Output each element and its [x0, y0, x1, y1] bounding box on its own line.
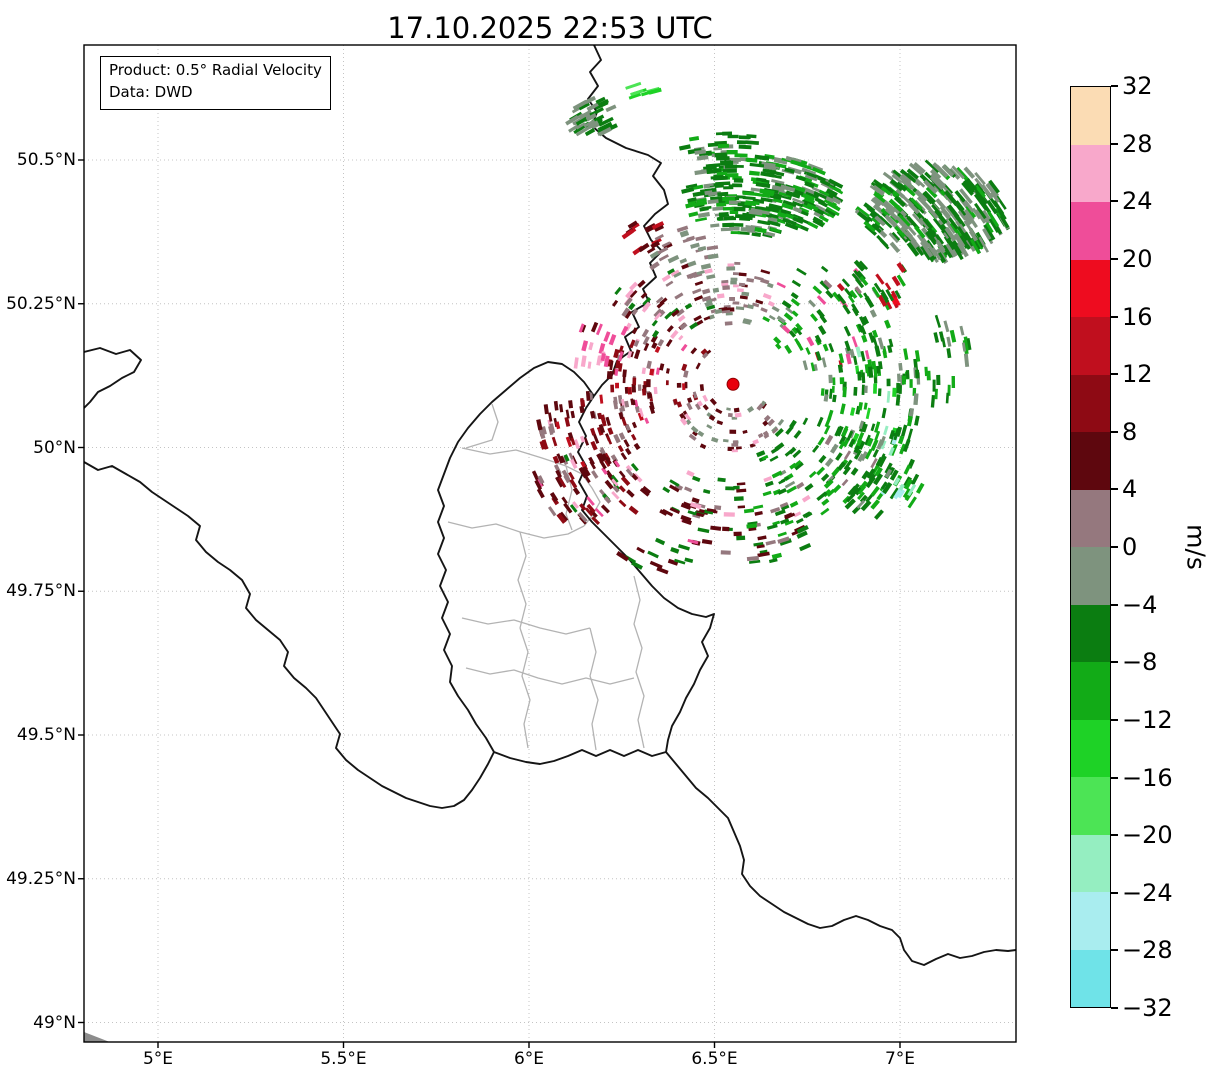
data-source-label: Data: DWD [109, 82, 193, 101]
x-tick-label: 6.5°E [691, 1049, 738, 1069]
echo-cluster-ring-e [820, 337, 920, 463]
echo-cluster-nw-inner [611, 261, 716, 339]
y-tick-label: 49.5°N [16, 725, 76, 745]
echo-cluster-se-cyan [893, 477, 917, 500]
colorbar-band [1071, 719, 1110, 777]
colorbar-tick-mark [1111, 373, 1118, 376]
echo-cluster-ring-ne [762, 265, 892, 372]
colorbar-tick-label: −8 [1122, 648, 1158, 677]
colorbar-band [1071, 604, 1110, 662]
colorbar-tick-label: 20 [1122, 244, 1153, 273]
echo-cluster-sw-cluster [531, 452, 652, 526]
y-tick-label: 49.75°N [6, 581, 76, 602]
colorbar-tick-label: −4 [1122, 590, 1158, 619]
colorbar-tick-mark [1111, 718, 1118, 721]
echo-cluster-inner-w [606, 334, 712, 425]
colorbar-tick-mark [1111, 430, 1118, 433]
echo-cluster-w-mid [536, 390, 644, 471]
colorbar-band [1071, 259, 1110, 317]
regional-borders [447, 403, 645, 751]
colorbar-unit-label: m/s [1181, 524, 1211, 570]
colorbar-tick-label: 28 [1122, 129, 1153, 158]
product-annotation-box: Product: 0.5° Radial Velocity Data: DWD [100, 56, 331, 110]
colorbar-tick-label: −32 [1122, 994, 1173, 1022]
colorbar-band [1071, 87, 1110, 145]
y-tick-label: 49.25°N [6, 868, 76, 889]
echo-cluster-ne-outer-specks [851, 259, 908, 304]
colorbar-tick-label: 0 [1122, 533, 1138, 561]
radar-echoes [531, 81, 1010, 575]
colorbar-tick-label: −28 [1122, 936, 1173, 965]
colorbar-tick-mark [1111, 661, 1118, 664]
colorbar-tick-mark [1111, 488, 1118, 491]
echo-cluster-e-far [913, 314, 972, 408]
colorbar-band [1071, 892, 1110, 950]
colorbar-tick-mark [1111, 1007, 1118, 1009]
colorbar-band [1071, 834, 1110, 892]
y-tick-label: 50°N [33, 437, 76, 458]
colorbar-tick-label: 12 [1122, 360, 1153, 389]
echo-cluster-top-bright-dashes [625, 81, 662, 100]
colorbar-tick-mark [1111, 603, 1118, 606]
colorbar-tick-label: 4 [1122, 475, 1138, 504]
x-tick-label: 6°E [513, 1049, 545, 1069]
colorbar-tick-label: 32 [1122, 72, 1153, 100]
colorbar-band [1071, 547, 1110, 605]
colorbar-tick-label: 16 [1122, 302, 1153, 331]
echo-cluster-n-border-specks [646, 225, 719, 280]
colorbar-tick-mark [1111, 142, 1118, 145]
colorbar-tick-mark [1111, 85, 1118, 87]
x-tick-label: 7°E [884, 1049, 916, 1069]
echo-cluster-near-radar-s [679, 397, 785, 453]
colorbar-band [1071, 202, 1110, 260]
colorbar-tick-mark [1111, 776, 1118, 779]
colorbar-tick-label: −16 [1122, 763, 1173, 792]
echo-cluster-nw-border-blob [565, 95, 618, 137]
colorbar-band [1071, 374, 1110, 432]
y-tick-label: 50.25°N [6, 293, 76, 314]
x-tick-label: 5°E [142, 1049, 174, 1069]
y-tick-label: 50.5°N [16, 150, 76, 170]
colorbar-band [1071, 777, 1110, 835]
product-label: Product: 0.5° Radial Velocity [109, 61, 322, 79]
echo-cluster-w-pink [573, 321, 641, 376]
colorbar-tick-label: −12 [1122, 705, 1173, 734]
colorbar-band [1071, 949, 1110, 1007]
echo-cluster-sse-band [659, 470, 747, 525]
echo-cluster-ne-mass [854, 159, 1010, 264]
colorbar-tick-label: −24 [1122, 878, 1173, 907]
colorbar-tick-label: 24 [1122, 187, 1153, 216]
border-corner-fragment [84, 1032, 110, 1042]
colorbar-band [1071, 489, 1110, 547]
colorbar-tick-label: −20 [1122, 821, 1173, 850]
colorbar-tick-mark [1111, 546, 1118, 548]
echo-cluster-s-sparse [697, 501, 813, 564]
echo-cluster-nw-red-specks [621, 220, 665, 256]
colorbar-tick-mark [1111, 257, 1118, 260]
echo-cluster-s-far-specks [616, 537, 701, 575]
echo-cluster-ring-se [756, 416, 896, 518]
colorbar-tick-mark [1111, 315, 1118, 318]
colorbar-band [1071, 432, 1110, 490]
y-tick-label: 49°N [33, 1012, 76, 1033]
colorbar-band [1071, 662, 1110, 720]
x-tick-label: 5.5°E [320, 1049, 367, 1069]
figure-title: 17.10.2025 22:53 UTC [387, 11, 713, 45]
colorbar-tick-mark [1111, 891, 1118, 894]
colorbar-band [1071, 317, 1110, 375]
colorbar-tick-label: 8 [1122, 417, 1138, 446]
colorbar-tick-mark [1111, 200, 1118, 203]
colorbar-tick-mark [1111, 949, 1118, 952]
radar-site-marker [726, 377, 740, 391]
colorbar-band [1071, 144, 1110, 202]
echo-cluster-n-inner [688, 261, 775, 326]
plot-frame [83, 44, 1017, 1043]
echo-cluster-north-mass [681, 153, 844, 239]
axis-tick-marks [78, 159, 901, 1048]
echo-cluster-north-fringe [678, 131, 760, 161]
colorbar-tick-mark [1111, 834, 1118, 837]
colorbar [1070, 86, 1111, 1008]
